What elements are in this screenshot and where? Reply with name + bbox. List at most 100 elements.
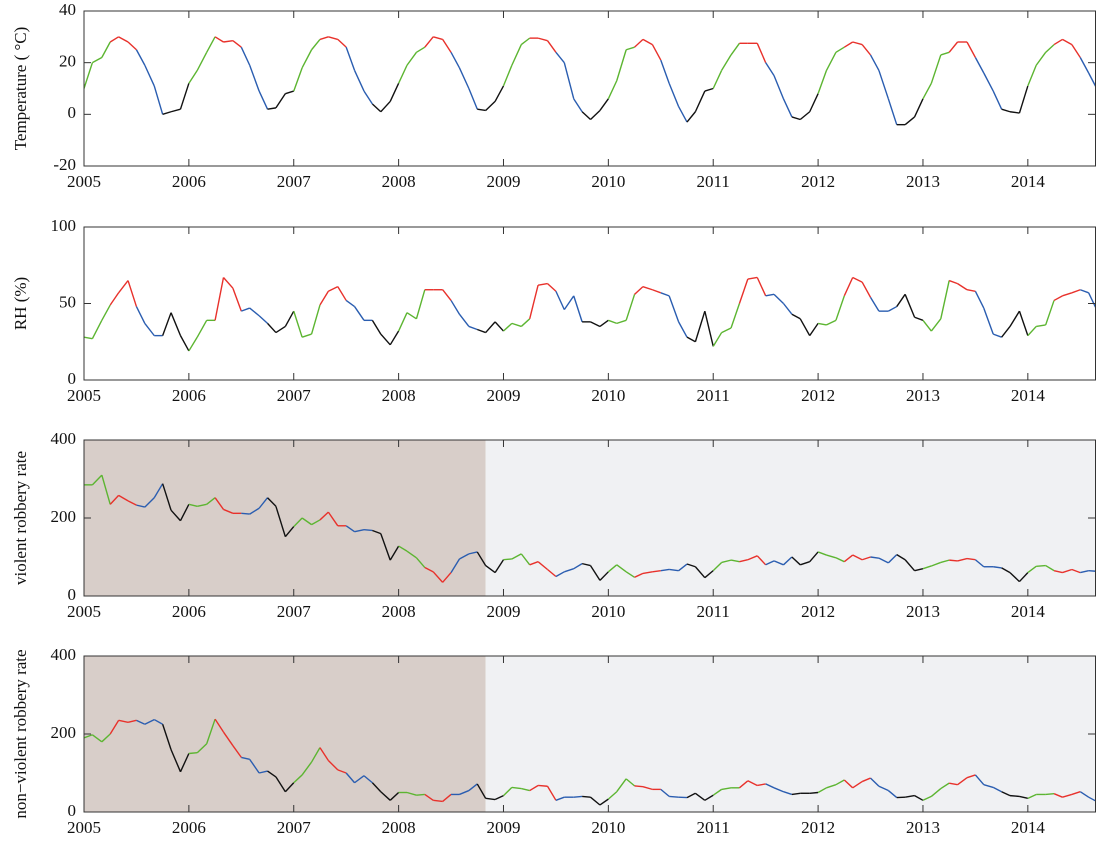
- series-segment: [371, 319, 382, 335]
- series-segment: [301, 49, 313, 69]
- series-segment: [1053, 569, 1063, 574]
- x-tick-label: 2014: [1011, 602, 1046, 621]
- series-segment: [1027, 325, 1037, 337]
- series-segment: [161, 312, 172, 336]
- series-segment: [127, 719, 137, 723]
- series-segment: [1001, 326, 1011, 338]
- series-segment: [161, 483, 172, 511]
- series-segment: [1088, 72, 1096, 89]
- series-segment: [442, 289, 452, 301]
- series-segment: [1088, 569, 1096, 572]
- series-segment: [232, 40, 242, 48]
- series-segment: [949, 559, 958, 562]
- series-segment: [799, 111, 811, 121]
- x-tick-label: 2008: [382, 602, 416, 621]
- y-tick-label: 20: [59, 52, 76, 71]
- series-segment: [511, 786, 522, 790]
- series-segment: [458, 313, 470, 327]
- series-segment: [101, 733, 111, 743]
- series-segment: [783, 556, 793, 566]
- series-segment: [380, 533, 391, 561]
- x-tick-label: 2008: [382, 818, 416, 837]
- series-segment: [922, 83, 932, 100]
- series-segment: [188, 752, 198, 755]
- series-segment: [809, 551, 819, 563]
- series-segment: [380, 333, 391, 346]
- series-segment: [144, 497, 155, 508]
- series-segment: [118, 719, 129, 723]
- series-segment: [1027, 793, 1037, 799]
- series-segment: [232, 745, 242, 758]
- series-segment: [416, 793, 425, 796]
- series-segment: [424, 36, 434, 48]
- series-segment: [327, 511, 339, 527]
- series-segment: [337, 769, 347, 774]
- series-segment: [1001, 791, 1011, 797]
- series-segment: [161, 724, 172, 750]
- series-segment: [520, 318, 531, 327]
- series-segment: [258, 90, 269, 110]
- series-segment: [485, 797, 496, 801]
- x-tick-label: 2011: [697, 172, 730, 191]
- series-segment: [904, 294, 916, 318]
- series-segment: [625, 571, 635, 578]
- series-segment: [311, 38, 321, 51]
- series-segment: [170, 108, 181, 113]
- series-segment: [258, 315, 268, 324]
- series-segment: [547, 568, 557, 578]
- series-segment: [468, 783, 478, 792]
- series-segment: [668, 83, 680, 107]
- series-segment: [101, 304, 111, 321]
- series-segment: [406, 51, 418, 66]
- series-segment: [677, 106, 688, 123]
- x-tick-label: 2010: [591, 172, 625, 191]
- x-tick-label: 2007: [277, 172, 312, 191]
- y-tick-label: 200: [51, 723, 77, 742]
- series-segment: [135, 49, 146, 66]
- series-segment: [992, 786, 1002, 793]
- series-segment: [546, 785, 557, 801]
- series-segment: [835, 46, 845, 53]
- series-segment: [179, 753, 190, 773]
- series-segment: [1018, 310, 1029, 336]
- series-segment: [738, 780, 749, 789]
- series-segment: [267, 770, 277, 778]
- series-segment: [1062, 793, 1073, 798]
- series-segment: [275, 776, 286, 793]
- series-segment: [494, 559, 505, 573]
- series-segment: [747, 276, 758, 280]
- series-segment: [957, 557, 968, 562]
- series-segment: [458, 67, 470, 89]
- series-segment: [870, 777, 880, 787]
- series-segment: [1009, 310, 1021, 327]
- series-segment: [686, 336, 696, 343]
- series-segment: [1079, 57, 1090, 74]
- series-segment: [791, 116, 801, 121]
- series-segment: [179, 504, 190, 522]
- series-segment: [468, 88, 478, 110]
- series-segment: [678, 321, 688, 338]
- series-segment: [896, 554, 906, 561]
- series-segment: [756, 43, 767, 63]
- series-segment: [940, 280, 950, 319]
- series-segment: [581, 562, 591, 567]
- series-segment: [153, 718, 163, 725]
- series-segment: [188, 70, 198, 84]
- series-segment: [896, 293, 906, 307]
- series-segment: [109, 292, 120, 306]
- series-segment: [957, 283, 968, 291]
- series-segment: [555, 571, 565, 578]
- series-segment: [730, 559, 740, 563]
- series-segment: [966, 41, 977, 58]
- x-tick-label: 2007: [277, 818, 312, 837]
- x-tick-label: 2013: [906, 818, 940, 837]
- series-segment: [1018, 572, 1029, 583]
- series-segment: [730, 42, 741, 56]
- x-tick-label: 2005: [67, 818, 101, 837]
- x-tick-label: 2010: [591, 386, 625, 405]
- series-segment: [196, 743, 208, 754]
- series-segment: [1018, 85, 1029, 114]
- series-segment: [511, 553, 522, 560]
- series-segment: [756, 277, 767, 297]
